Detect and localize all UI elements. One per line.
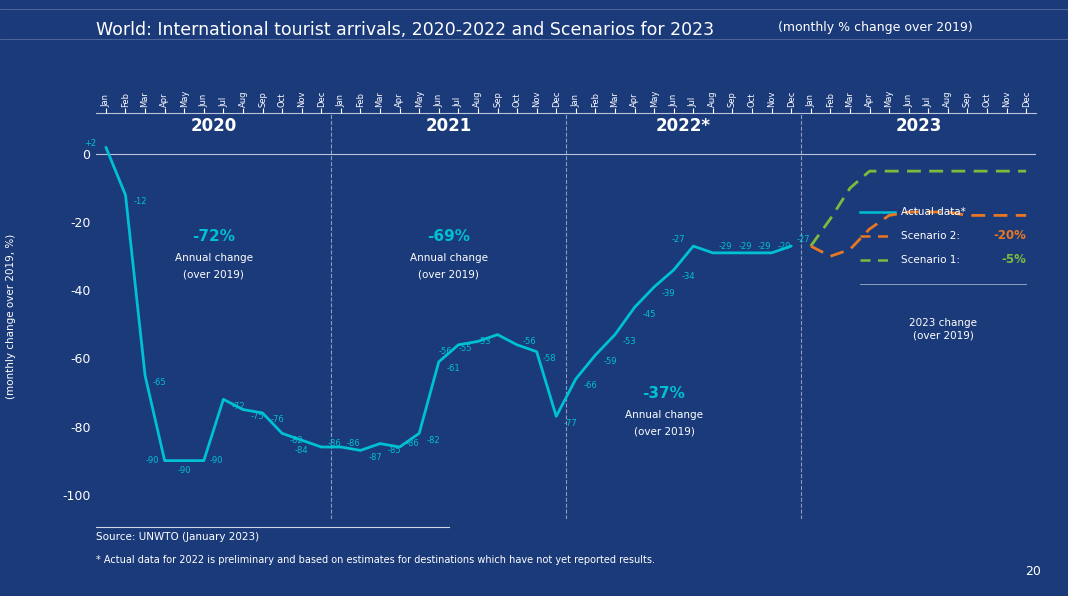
Text: Annual change: Annual change [174, 253, 253, 263]
Text: +2: +2 [84, 139, 96, 148]
Text: -5%: -5% [1002, 253, 1026, 266]
Text: -85: -85 [388, 446, 402, 455]
Text: -90: -90 [209, 456, 223, 465]
Text: -29: -29 [758, 241, 771, 250]
Text: -12: -12 [134, 197, 146, 206]
Text: -59: -59 [603, 358, 616, 367]
Text: -69%: -69% [427, 229, 470, 244]
Text: -72: -72 [231, 402, 245, 411]
Text: (over 2019): (over 2019) [184, 270, 244, 280]
Text: Actual data*: Actual data* [900, 207, 965, 217]
Text: Annual change: Annual change [409, 253, 488, 263]
Text: (monthly % change over 2019): (monthly % change over 2019) [774, 21, 973, 34]
Text: -86: -86 [406, 439, 420, 448]
Text: World: International tourist arrivals, 2020-2022 and Scenarios for 2023: World: International tourist arrivals, 2… [96, 21, 714, 39]
Text: 2023: 2023 [895, 117, 942, 135]
Text: -84: -84 [295, 446, 309, 455]
Text: -82: -82 [427, 436, 441, 445]
Text: Scenario 1:: Scenario 1: [900, 254, 960, 265]
Text: -82: -82 [290, 436, 303, 445]
Text: -55: -55 [458, 344, 472, 353]
Text: * Actual data for 2022 is preliminary and based on estimates for destinations wh: * Actual data for 2022 is preliminary an… [96, 555, 655, 566]
Text: -58: -58 [543, 354, 556, 363]
Text: -34: -34 [681, 272, 695, 281]
Text: -29: -29 [719, 241, 733, 250]
Text: 2023 change
(over 2019): 2023 change (over 2019) [909, 318, 977, 341]
Text: -72%: -72% [192, 229, 235, 244]
Text: -56: -56 [523, 337, 536, 346]
Text: Scenario 2:: Scenario 2: [900, 231, 960, 241]
Text: -86: -86 [327, 439, 341, 448]
Text: -75: -75 [251, 412, 265, 421]
Text: -20%: -20% [993, 229, 1026, 243]
Text: Source: UNWTO (January 2023): Source: UNWTO (January 2023) [96, 532, 260, 542]
Text: 20: 20 [1025, 565, 1041, 578]
Text: -86: -86 [347, 439, 361, 448]
Text: -87: -87 [368, 453, 382, 462]
Text: -56: -56 [439, 347, 453, 356]
Text: -27: -27 [672, 235, 686, 244]
Text: 2021: 2021 [425, 117, 472, 135]
Text: 2022*: 2022* [656, 117, 711, 135]
Text: -90: -90 [177, 466, 191, 476]
Text: -66: -66 [583, 381, 597, 390]
Text: -53: -53 [623, 337, 637, 346]
Text: -90: -90 [145, 456, 159, 465]
Text: -76: -76 [270, 415, 284, 424]
Text: (monthly change over 2019, %): (monthly change over 2019, %) [5, 233, 16, 399]
Text: 2020: 2020 [190, 117, 237, 135]
Text: -27: -27 [797, 235, 811, 244]
Text: Annual change: Annual change [625, 409, 703, 420]
Text: -39: -39 [662, 289, 676, 298]
Text: -65: -65 [153, 378, 167, 387]
Text: -45: -45 [642, 310, 656, 319]
Text: -61: -61 [446, 364, 460, 373]
Text: (over 2019): (over 2019) [419, 270, 478, 280]
Text: (over 2019): (over 2019) [633, 427, 694, 436]
Text: -29: -29 [738, 241, 752, 250]
Text: -53: -53 [478, 337, 491, 346]
Text: -77: -77 [564, 418, 578, 428]
Text: -37%: -37% [643, 386, 686, 401]
Text: -29: -29 [778, 241, 791, 250]
